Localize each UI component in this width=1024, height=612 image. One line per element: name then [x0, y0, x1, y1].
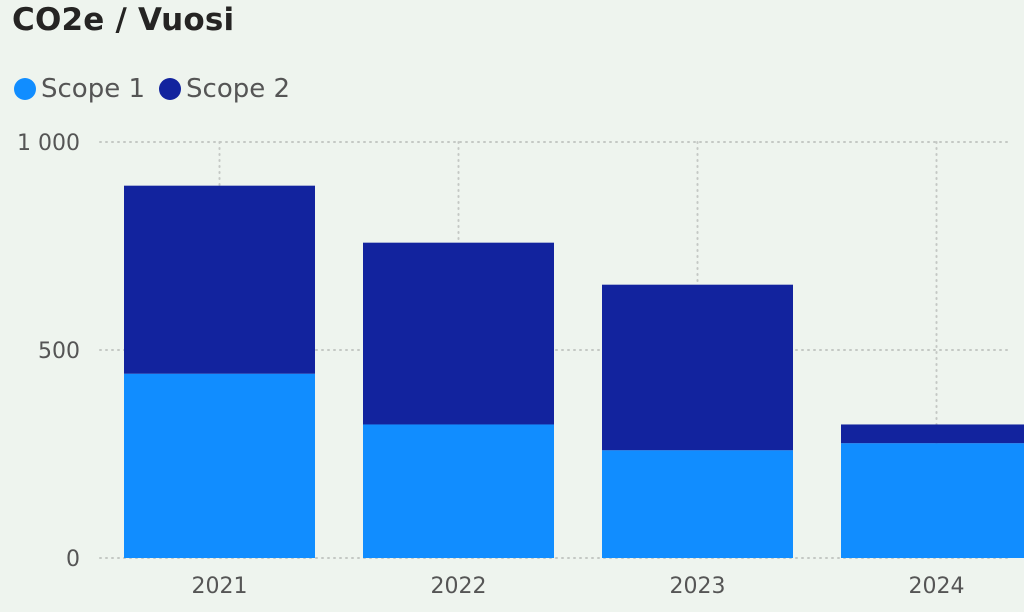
- legend-label-scope-2: Scope 2: [186, 74, 291, 104]
- chart-title: CO2e / Vuosi: [12, 2, 235, 38]
- legend-label-scope-1: Scope 1: [41, 74, 146, 104]
- legend-item-scope-1[interactable]: Scope 1: [14, 74, 145, 104]
- x-tick-label: 2022: [431, 574, 487, 599]
- legend-marker-scope-2: [159, 78, 182, 100]
- bar-scope-1-2023[interactable]: [602, 450, 793, 558]
- bar-scope-2-2023[interactable]: [602, 284, 793, 451]
- x-tick-label: 2023: [670, 574, 726, 599]
- bar-scope-1-2024[interactable]: [841, 443, 1024, 558]
- legend-item-scope-2[interactable]: Scope 2: [159, 74, 290, 104]
- y-tick-label: 500: [38, 339, 80, 364]
- y-tick-label: 1 000: [17, 131, 80, 156]
- legend: Scope 1 Scope 2: [14, 72, 304, 106]
- bar-scope-1-2021[interactable]: [124, 373, 315, 558]
- bar-scope-2-2022[interactable]: [363, 242, 554, 425]
- y-tick-label: 0: [66, 547, 80, 572]
- x-tick-label: 2024: [909, 574, 965, 599]
- bar-scope-2-2024[interactable]: [841, 424, 1024, 444]
- legend-marker-scope-1: [14, 78, 36, 100]
- x-tick-label: 2021: [192, 574, 248, 599]
- bar-scope-2-2021[interactable]: [124, 185, 315, 374]
- bar-scope-1-2022[interactable]: [363, 424, 554, 558]
